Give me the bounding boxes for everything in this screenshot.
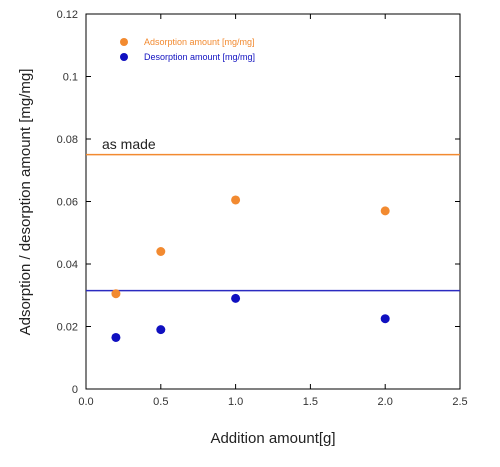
x-tick-label: 2.5 — [452, 396, 467, 408]
y-axis-title: Adsorption / desorption amount [mg/mg] — [17, 69, 34, 336]
legend-label: Desorption amount [mg/mg] — [144, 52, 255, 62]
x-tick-label: 2.0 — [378, 396, 393, 408]
desorption-point — [111, 332, 121, 342]
legend-marker — [120, 38, 128, 46]
y-tick-label: 0.1 — [63, 72, 78, 84]
reference-lines — [86, 153, 460, 292]
x-tick-label: 1.0 — [228, 396, 243, 408]
x-tick-label: 0.0 — [78, 396, 93, 408]
plot-frame — [85, 13, 461, 390]
legend-marker — [120, 53, 128, 61]
legend: Adsorption amount [mg/mg] Desorption amou… — [120, 37, 255, 62]
as-made-annotation: as made — [102, 136, 156, 152]
x-axis-title: Addition amount[g] — [210, 430, 335, 447]
x-tick-label: 0.5 — [153, 396, 168, 408]
y-tick-label: 0.12 — [57, 9, 78, 21]
y-tick-label: 0.02 — [57, 322, 78, 334]
plot-area — [85, 13, 461, 390]
desorption-point — [380, 314, 390, 324]
desorption-point — [231, 293, 241, 303]
x-axis-ticks: 0.0 0.5 1.0 1.5 2.0 2.5 — [78, 14, 468, 408]
y-tick-label: 0.06 — [57, 197, 78, 209]
adsorption-point — [111, 289, 121, 299]
adsorption-point — [380, 206, 390, 216]
y-tick-label: 0.04 — [57, 259, 78, 271]
y-axis-ticks: 0 0.02 0.04 0.06 0.08 0.1 0.12 — [57, 9, 460, 396]
data-points — [111, 195, 390, 342]
y-tick-label: 0 — [72, 384, 78, 396]
adsorption-point — [231, 195, 241, 205]
legend-label: Adsorption amount [mg/mg] — [144, 37, 255, 47]
desorption-point — [156, 325, 166, 335]
y-tick-label: 0.08 — [57, 134, 78, 146]
x-tick-label: 1.5 — [303, 396, 318, 408]
adsorption-point — [156, 247, 166, 256]
